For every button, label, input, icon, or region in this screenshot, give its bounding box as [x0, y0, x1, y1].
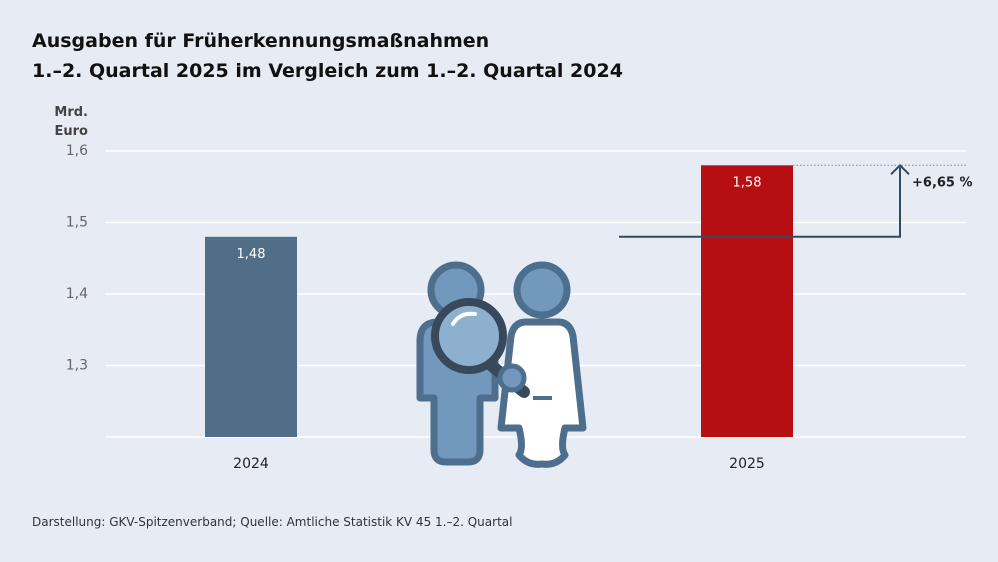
chart-subtitle: 1.–2. Quartal 2025 im Vergleich zum 1.–2…: [32, 60, 623, 82]
y-tick-label: 1,6: [66, 143, 88, 159]
bar-value-label: 1,58: [733, 175, 762, 190]
change-annotation: +6,65 %: [619, 163, 973, 238]
y-tick-labels: 1,3 1,4 1,5 1,6: [66, 143, 88, 374]
people-magnifier-icon: [416, 261, 587, 468]
change-percent-label: +6,65 %: [912, 175, 973, 190]
x-tick-labels: 2024 2025: [233, 456, 765, 472]
bar-2025: [701, 165, 793, 438]
change-arrow-head: [890, 163, 910, 176]
change-arrow-line: [619, 167, 901, 238]
source-footnote: Darstellung: GKV-Spitzenverband; Quelle:…: [32, 515, 513, 529]
y-axis-unit-line-2: Euro: [54, 124, 88, 139]
y-axis-unit-label: Mrd. Euro: [20, 103, 88, 141]
y-tick-label: 1,4: [66, 286, 88, 302]
y-tick-label: 1,3: [66, 358, 88, 374]
bar-value-labels: 1,48 1,58: [237, 175, 762, 261]
chart-title-line-1: Ausgaben für Früherkennungsmaßnahmen: [32, 30, 490, 52]
x-tick-label: 2025: [729, 456, 765, 472]
y-axis-unit-line-1: Mrd.: [54, 105, 88, 120]
x-tick-label: 2024: [233, 456, 269, 472]
chart-title: Ausgaben für Früherkennungsmaßnahmen 1.–…: [32, 26, 623, 86]
bars: [205, 165, 793, 438]
bar-value-label: 1,48: [237, 247, 266, 262]
y-tick-label: 1,5: [66, 215, 88, 231]
bar-2024: [205, 236, 297, 437]
